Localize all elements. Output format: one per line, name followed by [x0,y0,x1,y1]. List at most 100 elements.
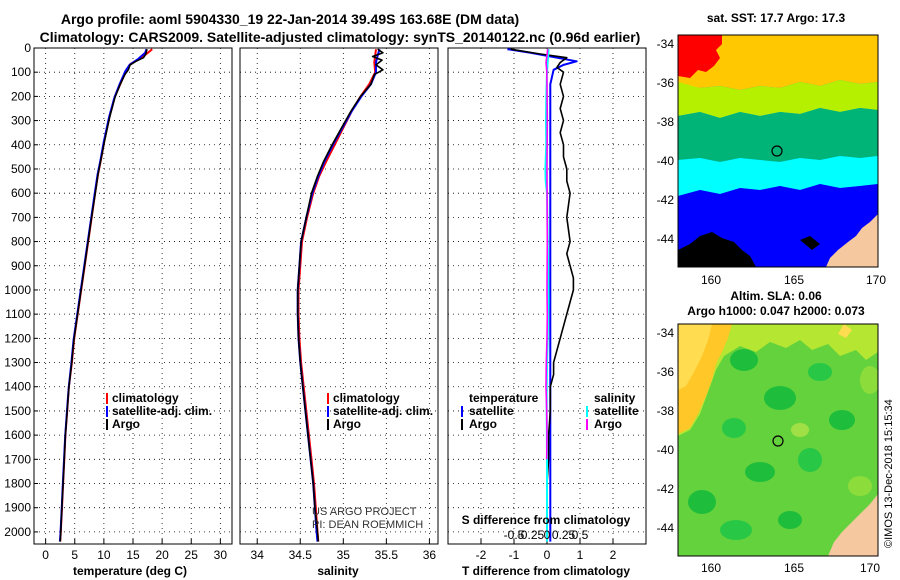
x-tick-label: 0 [544,548,551,562]
series-line-satellite-adj-clim- [296,48,381,542]
x-tick-label: 34.5 [289,548,313,562]
y-tick-label: 600 [11,186,31,200]
difference-x-axis: -2 -1 0 1 2 [476,539,617,562]
legend-climatology-label: climatology [333,391,400,405]
tick-label: -36 [657,365,675,379]
tick-label: -34 [657,37,675,51]
difference-lines [507,48,578,542]
y-tick-label: 800 [11,235,31,249]
s-tick-label: -0.5 [504,528,525,542]
series-line-climatology [59,48,153,542]
legend-t-satellite-label: satellite [469,404,514,418]
title-line-1: Argo profile: aoml 5904330_19 22-Jan-201… [61,11,519,27]
sla-map: -34 -36 -38 -40 -42 -44 160 165 170 [657,323,880,575]
x-tick-label: 25 [185,548,199,562]
x-tick-label: 15 [126,548,140,562]
temperature-xlabel: temperature (deg C) [73,564,187,578]
tick-label: -38 [657,115,675,129]
y-tick-label: 1200 [4,331,31,345]
y-tick-label: 1100 [5,307,31,321]
sst-field [678,35,878,267]
temperature-panel: 0100200300400500600700800900100011001200… [4,41,233,578]
y-tick-label: 1000 [4,283,31,297]
y-tick-label: 100 [11,65,31,79]
s-tick-label: 0 [544,528,551,542]
s-tick-label: 0.5 [572,528,589,542]
series-line-t-satellite [507,48,578,542]
difference-xlabel: T difference from climatology [462,564,630,578]
salinity-x-axis: 34 34.5 35 35.5 36 [251,539,436,562]
y-tick-label: 400 [11,138,31,152]
temperature-grid [34,47,232,544]
tick-label: 160 [701,561,721,575]
tick-label: -44 [657,521,675,535]
y-tick-label: 1300 [4,356,31,370]
y-tick-label: 1700 [4,452,31,466]
tick-label: -36 [657,76,675,90]
y-tick-label: 900 [11,259,31,273]
y-tick-label: 0 [24,41,31,55]
series-line-s-argo [545,49,549,460]
sst-profile-marker [771,145,783,157]
y-tick-label: 200 [11,89,31,103]
legend-s-satellite-label: satellite [594,404,639,418]
legend-t-argo-swatch [461,419,463,430]
sst-y-ticks: -34 -36 -38 -40 -42 -44 [657,37,675,246]
legend-temperature-title: temperature [469,391,539,405]
legend-climatology-swatch [106,393,108,404]
series-line-argo [296,48,384,542]
title-line-2: Climatology: CARS2009. Satellite-adjuste… [40,29,641,45]
y-tick-label: 2000 [4,525,31,539]
y-tick-label: 1800 [4,477,31,491]
sla-map-title-2: Argo h1000: 0.047 h2000: 0.073 [687,304,865,318]
sla-y-ticks: -34 -36 -38 -40 -42 -44 [657,326,675,535]
tick-label: -42 [657,482,675,496]
series-line-t-argo [510,48,575,542]
sst-map-frame [677,34,879,268]
salinity-xlabel: salinity [317,564,359,578]
tick-label: -40 [657,154,675,168]
legend-satellite-swatch [106,406,108,417]
salinity-axes-box [239,47,439,545]
salinity-panel: 34 34.5 35 35.5 36 salinity climatology sate… [239,47,439,578]
salinity-legend: climatology satellite-adj. clim. Argo [327,391,433,431]
difference-legend: temperature satellite Argo salinity sate… [461,391,639,431]
s-difference-ticks: -0.5-0.25 0 0.250.5 [504,528,589,542]
legend-t-argo-label: Argo [469,417,497,431]
y-tick-label: 1400 [4,380,31,394]
tick-label: -44 [657,232,675,246]
sst-map: -34 -36 -38 -40 -42 -44 160 165 170 [657,34,886,287]
sla-map-title-1: Altim. SLA: 0.06 [730,289,822,303]
credit-project: US ARGO PROJECT [312,506,417,518]
x-tick-label: 35 [337,548,351,562]
tick-label: 165 [784,273,804,287]
series-line-argo [59,49,148,542]
temperature-x-axis: 0 5 10 15 20 25 30 [42,539,227,562]
x-tick-label: 20 [155,548,169,562]
sla-x-ticks: 160 165 170 [701,561,880,575]
legend-t-satellite-swatch [461,406,463,417]
sla-field [678,324,878,556]
tick-label: 160 [701,273,721,287]
sst-x-ticks: 160 165 170 [701,273,886,287]
x-tick-label: 10 [97,548,111,562]
x-tick-label: 1 [577,548,584,562]
x-tick-label: -1 [509,548,520,562]
legend-satellite-label: satellite-adj. clim. [333,404,433,418]
tick-label: -34 [657,326,675,340]
temperature-lines [58,48,153,542]
legend-s-satellite-swatch [586,406,588,417]
legend-satellite-label: satellite-adj. clim. [112,404,212,418]
tick-label: -38 [657,404,675,418]
s-tick-label: 0.25 [552,528,576,542]
legend-argo-swatch [106,419,108,430]
x-tick-label: 0 [42,548,49,562]
series-line-climatology [297,49,377,542]
legend-s-argo-swatch [586,419,588,430]
depth-axis: 0 100 200 300 400 500 600 700 800 900 1000 1100 1200… [4,41,38,539]
legend-salinity-title: salinity [594,391,636,405]
y-tick-label: 1500 [4,404,31,418]
legend-argo-swatch [327,419,329,430]
s-difference-label: S difference from climatology [462,513,631,527]
y-tick-label: 700 [11,210,31,224]
